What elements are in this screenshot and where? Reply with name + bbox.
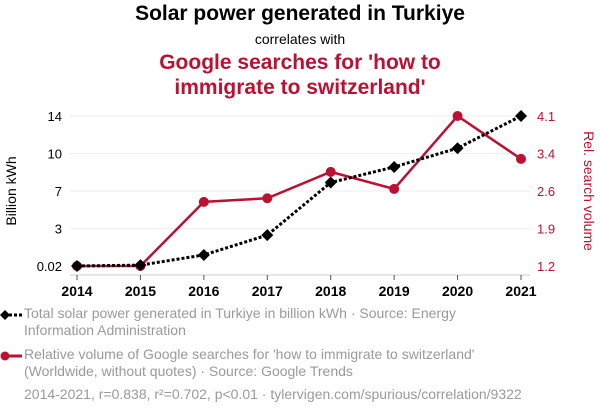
chart-subtitle: correlates with — [254, 31, 346, 47]
y-tick-label-right: 4.1 — [537, 109, 555, 124]
chart-title-secondary-text: Google searches for 'how to immigrate to… — [159, 51, 441, 99]
circle-line-icon — [0, 351, 22, 361]
data-point-searches — [198, 196, 209, 207]
x-tick-label: 2018 — [315, 283, 346, 299]
data-point-solar — [197, 248, 210, 261]
gridlines — [70, 115, 530, 230]
x-tick-label: 2019 — [379, 283, 410, 299]
axes: 0.02 3 7 10 14 1.2 1.9 2.6 3.4 4.1 2014 2015 2016 201… — [37, 109, 555, 299]
data-point-solar — [324, 176, 337, 189]
x-tick-label: 2017 — [252, 283, 283, 299]
legend-text-solar: Total solar power generated in Turkiye i… — [24, 305, 456, 338]
data-point-solar — [451, 142, 464, 155]
diamond-dotted-line-icon — [0, 310, 22, 320]
y-axis-label-left: Billion kWh — [3, 156, 19, 225]
data-point-searches — [389, 183, 400, 194]
data-point-solar — [134, 259, 147, 272]
legend-item-solar: Total solar power generated in Turkiye i… — [24, 305, 524, 339]
y-tick-label-right: 1.2 — [537, 259, 555, 274]
x-tick-label: 2020 — [442, 283, 473, 299]
y-tick-label-left: 0.02 — [37, 259, 62, 274]
series-line-solar — [76, 114, 522, 268]
legend-item-searches: Relative volume of Google searches for '… — [24, 346, 524, 380]
chart-title: Solar power generated in Turkiye — [135, 2, 465, 25]
x-tick-label: 2016 — [188, 283, 219, 299]
data-point-solar — [515, 110, 527, 122]
chart-plot: 0.02 3 7 10 14 1.2 1.9 2.6 3.4 4.1 2014 2015 2016 201… — [3, 109, 597, 299]
x-tick-label: 2021 — [505, 283, 536, 299]
data-point-solar — [261, 229, 274, 242]
data-point-searches — [516, 153, 526, 164]
y-tick-label-left: 14 — [48, 109, 62, 124]
data-point-solar — [388, 160, 401, 173]
data-point-searches — [325, 166, 336, 177]
y-tick-label-left: 3 — [55, 222, 62, 237]
chart-title-secondary: Google searches for 'how to immigrate to… — [0, 50, 600, 100]
series-line-searches — [77, 114, 522, 268]
data-point-searches — [262, 193, 273, 204]
y-tick-label-right: 1.9 — [537, 222, 555, 237]
data-point-searches — [452, 111, 463, 121]
y-axis-label-right: Rel. search volume — [581, 131, 597, 251]
legend-text-searches: Relative volume of Google searches for '… — [24, 346, 475, 379]
stats-footer: 2014-2021, r=0.838, r²=0.702, p<0.01 · t… — [24, 386, 522, 402]
y-tick-label-left: 7 — [55, 184, 62, 199]
x-tick-label: 2015 — [125, 283, 156, 299]
series-group — [71, 110, 527, 272]
x-tick-label: 2014 — [61, 283, 92, 299]
data-point-solar — [71, 260, 83, 272]
y-tick-label-right: 3.4 — [537, 147, 555, 162]
y-tick-label-left: 10 — [48, 147, 62, 162]
y-tick-label-right: 2.6 — [537, 184, 555, 199]
